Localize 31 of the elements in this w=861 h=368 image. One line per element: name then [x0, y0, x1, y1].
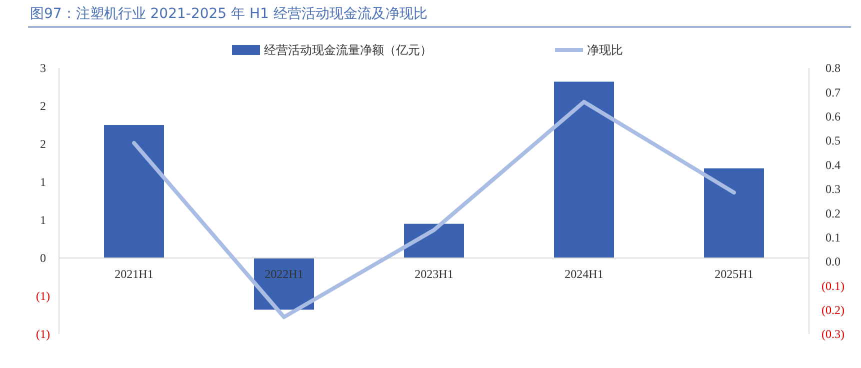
y2-tick-label: 0.2 [826, 206, 840, 220]
y-tick-label: 1 [40, 175, 46, 190]
y-tick-label: (1) [36, 289, 50, 304]
y2-tick-label: (0.2) [822, 303, 844, 318]
x-tick-label: 2021H1 [114, 267, 154, 281]
y2-tick-label: 0.4 [826, 158, 840, 172]
y-tick-label: (1) [36, 327, 50, 342]
x-tick-label: 2022H1 [264, 267, 304, 281]
y-tick-label: 3 [40, 61, 46, 76]
bar [704, 168, 764, 258]
legend-label: 净现比 [587, 43, 623, 58]
y2-tick-label: 0.1 [826, 230, 840, 244]
y2-tick-label: 0.3 [826, 182, 840, 196]
x-tick-label: 2024H1 [564, 267, 604, 281]
y2-tick-label: 0.8 [826, 61, 840, 76]
y2-tick-label: 0.5 [826, 134, 840, 148]
y2-tick-label: 0.7 [826, 85, 840, 100]
x-tick-label: 2025H1 [714, 267, 754, 281]
y-tick-label: 2 [40, 99, 46, 114]
y2-tick-label: 0.6 [826, 110, 840, 124]
bar [554, 82, 614, 258]
bar [104, 125, 164, 258]
y2-tick-label: 0.0 [826, 254, 840, 269]
chart-title: 图97：注塑机行业 2021-2025 年 H1 经营活动现金流及净现比 [30, 6, 428, 22]
legend-label: 经营活动现金流量净额（亿元） [264, 43, 432, 58]
y2-tick-label: (0.3) [822, 327, 844, 342]
y2-tick-label: (0.1) [822, 278, 844, 293]
y-tick-label: 1 [40, 213, 46, 228]
y-tick-label: 0 [40, 251, 46, 266]
y-tick-label: 2 [40, 137, 46, 152]
x-tick-label: 2023H1 [414, 267, 454, 281]
